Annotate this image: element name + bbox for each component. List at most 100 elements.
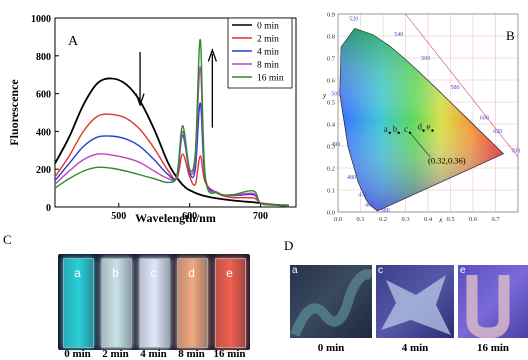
wavelength-label: 500: [331, 91, 340, 97]
point-label-c: c: [404, 124, 408, 134]
y-tick-label: 800: [36, 52, 51, 63]
legend-label: 16 min: [257, 74, 284, 84]
wavelength-label: 480: [347, 175, 356, 181]
cie-diagram: 0.0 0.1 0.2 0.3 0.4 0.5 0.6 0.7 0.0 0.1 0.2 0.3 0.4 0…: [322, 12, 520, 225]
y-tick-label: 0.5: [327, 100, 335, 107]
panel-c-label: C: [3, 232, 12, 247]
vial-letter: c: [150, 266, 157, 280]
x-tick-label: 0.1: [356, 216, 364, 223]
fluorescence-chart: 0 200 400 600 800 1000 500 600 700 Wavelength/nm F…: [7, 14, 297, 225]
vial-time-label: 16 min: [213, 348, 246, 360]
point-marker-e: [431, 129, 434, 132]
series-line-4: [54, 39, 289, 207]
x-tick-label: 0.7: [491, 216, 500, 223]
up-arrow-head: [207, 48, 217, 62]
vial-a: [63, 258, 94, 348]
y-axis-label: Fluorescence: [7, 79, 21, 146]
wavelength-label: 620: [493, 129, 502, 135]
vial-letter: a: [74, 266, 81, 280]
x-axis-label: x: [438, 216, 443, 224]
legend-label: 0 min: [257, 22, 279, 32]
y-tick-label: 1000: [31, 14, 51, 25]
film-time-label: 4 min: [401, 342, 429, 354]
point-label-d: d: [418, 122, 423, 132]
y-tick-label: 600: [36, 90, 51, 101]
x-tick-label: 500: [111, 211, 126, 222]
y-tick-label: 0.9: [327, 12, 335, 19]
vial-letter: b: [112, 266, 119, 280]
x-tick-label: 0.6: [469, 216, 478, 223]
series-line-0: [54, 77, 289, 207]
vial-time-label: 8 min: [178, 348, 205, 360]
vial-e: [215, 258, 246, 348]
wavelength-label: 520: [349, 17, 358, 23]
wavelength-label: 460: [365, 203, 374, 209]
series-line-3: [54, 66, 289, 207]
annotation-label: (0.32,0.36): [428, 156, 466, 166]
vial-b: [101, 258, 132, 348]
down-arrow-head: [135, 93, 145, 107]
film-letter: a: [292, 265, 298, 276]
x-tick-label: 0.3: [401, 216, 409, 223]
locus-shading: [339, 28, 504, 211]
y-tick-label: 0.4: [327, 122, 336, 129]
legend-label: 8 min: [257, 61, 279, 71]
panel-d-label: D: [284, 238, 294, 253]
plot-frame: [54, 17, 297, 208]
y-tick-label: 0.0: [327, 210, 335, 217]
wavelength-label: 560: [421, 56, 430, 62]
legend-label: 2 min: [257, 35, 279, 45]
y-tick-label: 0.1: [327, 188, 335, 195]
vial-letter: d: [188, 266, 195, 280]
wavelength-label: 470: [358, 193, 367, 199]
film-time-label: 0 min: [317, 342, 345, 354]
vial-letter: e: [226, 266, 233, 280]
film-sample-c: [381, 275, 451, 335]
point-marker-a: [388, 131, 391, 134]
wavelength-label: 490: [331, 142, 340, 148]
vials-panel: C a 0 min b 2 min c 4 min d 8 min e 16 min: [0, 232, 270, 360]
x-tick-label: 0.5: [446, 216, 454, 223]
y-axis-label: y: [322, 92, 327, 100]
film-sample-e: [466, 275, 510, 339]
wavelength-label: 580: [451, 85, 460, 91]
y-tick-label: 0.3: [327, 144, 335, 151]
y-tick-label: 200: [36, 165, 51, 176]
point-marker-b: [397, 131, 400, 134]
y-tick-label: 0.2: [327, 166, 335, 173]
panel-b-label: B: [506, 28, 515, 43]
film-panel: D a 0 min c 4 min e 16 min: [280, 232, 528, 359]
film-photo-e: [458, 265, 528, 339]
point-label-a: a: [384, 124, 388, 134]
x-tick-label: 600: [182, 211, 197, 222]
y-tick-label: 0.8: [327, 34, 335, 41]
point-label-b: b: [393, 124, 398, 134]
y-tick-label: 0: [46, 203, 51, 214]
x-tick-label: 700: [253, 211, 268, 222]
x-axis-label: Wavelength/nm: [135, 211, 216, 225]
film-letter: e: [460, 265, 466, 276]
point-label-e: e: [427, 122, 431, 132]
wavelength-label: 540: [394, 32, 403, 38]
wavelength-label: 600: [480, 116, 489, 122]
y-tick-label: 0.6: [327, 78, 336, 85]
film-letter: c: [378, 265, 383, 276]
legend-label: 4 min: [257, 48, 279, 58]
film-time-label: 16 min: [476, 342, 510, 354]
wavelength-label: 700: [511, 149, 520, 155]
film-sample-a: [290, 269, 374, 337]
plot-frame: [337, 13, 519, 213]
y-tick-label: 0.7: [327, 56, 336, 63]
vial-time-label: 0 min: [64, 348, 91, 360]
y-tick-label: 400: [36, 127, 51, 138]
panel-a-label: A: [68, 34, 79, 49]
vial-time-label: 2 min: [102, 348, 129, 360]
wavelength-label: 380: [381, 208, 390, 214]
vial-c: [139, 258, 170, 348]
film-photo-c: [376, 265, 454, 338]
series-line-2: [54, 102, 289, 207]
guide-line: [405, 13, 519, 158]
vial-time-label: 4 min: [140, 348, 167, 360]
x-tick-label: 0.0: [334, 216, 342, 223]
series-line-1: [54, 113, 289, 207]
